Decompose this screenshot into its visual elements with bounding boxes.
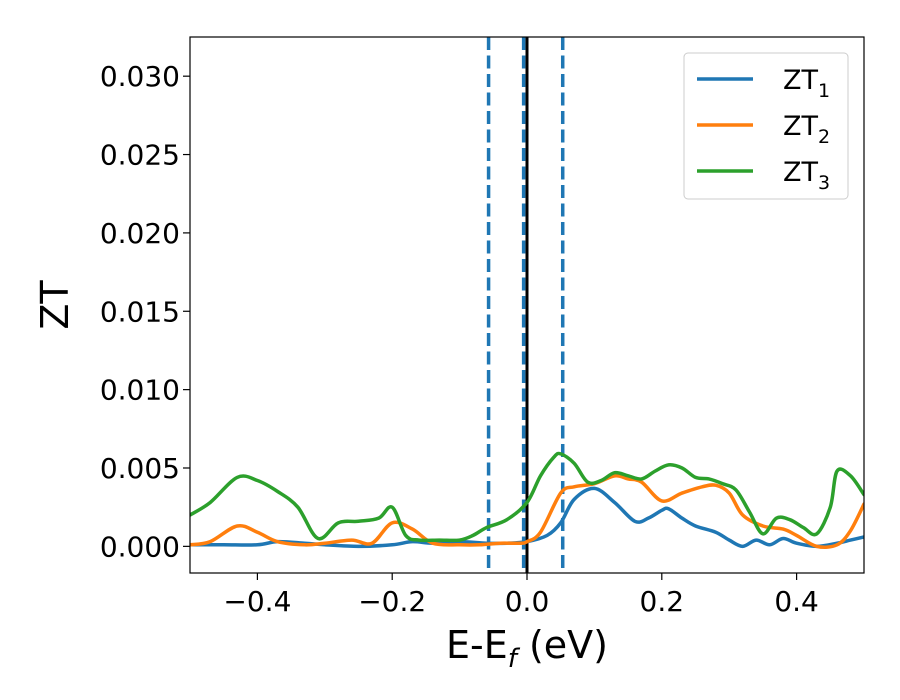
x-axis-ticks: −0.4 −0.2 0.0 0.2 0.4: [223, 573, 819, 618]
y-axis-ticks: 0.000 0.005 0.010 0.015 0.020 0.025 0.030: [100, 60, 190, 563]
y-tick-label: 0.015: [100, 295, 180, 328]
series-line-zt2: [190, 473, 864, 549]
x-axis-title-suffix: (eV): [517, 623, 608, 667]
y-axis-title: ZT: [33, 280, 77, 330]
x-tick-label: 0.0: [505, 585, 550, 618]
legend-label-zt3: ZT3: [783, 157, 830, 194]
x-tick-label: 0.4: [774, 585, 819, 618]
legend-items: ZT1 ZT2 ZT3: [697, 65, 830, 194]
y-tick-label: 0.030: [100, 60, 180, 93]
series-lines: [190, 451, 864, 549]
x-axis-title-main: E-E: [446, 623, 508, 667]
y-tick-label: 0.005: [100, 452, 180, 485]
y-tick-label: 0.020: [100, 217, 180, 250]
legend-label-zt2: ZT2: [783, 111, 830, 148]
vertical-reference-lines: [486, 37, 565, 573]
x-tick-label: −0.2: [358, 585, 426, 618]
legend-label-zt1: ZT1: [783, 65, 830, 102]
legend-box: [683, 52, 849, 200]
legend: ZT1 ZT2 ZT3: [683, 52, 849, 200]
series-line-zt3: [190, 451, 864, 543]
y-tick-label: 0.010: [100, 374, 180, 407]
y-tick-label: 0.025: [100, 139, 180, 172]
x-tick-label: −0.4: [223, 585, 291, 618]
x-axis-title: E-Ef (eV): [446, 623, 608, 674]
y-tick-label: 0.000: [100, 530, 180, 563]
series-line-zt1: [190, 486, 864, 549]
x-tick-label: 0.2: [640, 585, 685, 618]
